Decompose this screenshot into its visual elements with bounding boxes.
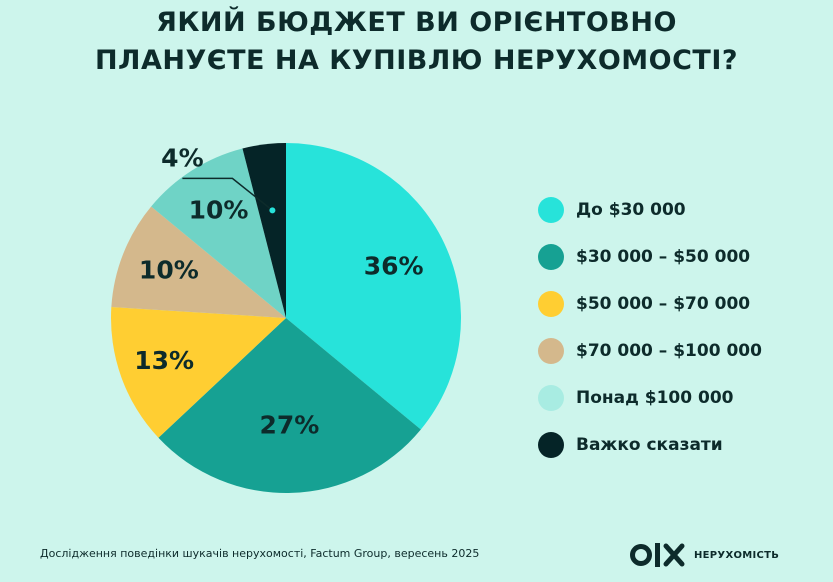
legend-swatch bbox=[538, 290, 564, 317]
legend-item: Понад $100 000 bbox=[538, 374, 762, 421]
slice-label: 27% bbox=[259, 410, 319, 439]
legend-item: До $30 000 bbox=[538, 186, 762, 233]
legend-item: Важко сказати bbox=[538, 421, 762, 468]
title-line-1: ЯКИЙ БЮДЖЕТ ВИ ОРІЄНТОВНО bbox=[156, 7, 677, 38]
legend-swatch bbox=[538, 384, 564, 411]
slice-label: 4% bbox=[161, 143, 203, 172]
legend-label: $50 000 – $70 000 bbox=[576, 293, 751, 314]
olx-logo-icon bbox=[630, 543, 685, 567]
slice-label: 36% bbox=[364, 251, 424, 280]
slice-label: 10% bbox=[139, 256, 199, 285]
legend-swatch bbox=[538, 431, 564, 458]
slice-label: 10% bbox=[189, 196, 249, 225]
slice-label: 13% bbox=[134, 346, 194, 375]
legend-label: $30 000 – $50 000 bbox=[576, 246, 751, 267]
pie-slice bbox=[286, 143, 461, 430]
legend: До $30 000 $30 000 – $50 000 $50 000 – $… bbox=[538, 186, 762, 468]
leader-dot bbox=[269, 207, 276, 214]
brand-name: НЕРУХОМІСТЬ bbox=[694, 549, 780, 561]
legend-label: $70 000 – $100 000 bbox=[576, 340, 762, 361]
legend-swatch bbox=[538, 243, 564, 270]
source-note: Дослідження поведінки шукачів нерухомост… bbox=[40, 547, 480, 560]
brand: НЕРУХОМІСТЬ bbox=[630, 540, 779, 570]
pie-slice bbox=[158, 318, 421, 494]
legend-swatch bbox=[538, 337, 564, 364]
leader-line bbox=[182, 177, 273, 211]
chart-title: ЯКИЙ БЮДЖЕТ ВИ ОРІЄНТОВНО ПЛАНУЄТЕ НА КУ… bbox=[0, 4, 833, 80]
pie-slice bbox=[111, 206, 286, 318]
pie-slice bbox=[242, 143, 286, 318]
legend-label: Понад $100 000 bbox=[576, 387, 734, 408]
title-line-2: ПЛАНУЄТЕ НА КУПІВЛЮ НЕРУХОМОСТІ? bbox=[94, 45, 739, 76]
pie-slice bbox=[151, 148, 286, 318]
pie-slice bbox=[110, 307, 286, 438]
legend-swatch bbox=[538, 196, 564, 223]
legend-item: $70 000 – $100 000 bbox=[538, 327, 762, 374]
legend-label: До $30 000 bbox=[576, 199, 686, 220]
legend-label: Важко сказати bbox=[576, 434, 723, 455]
legend-item: $30 000 – $50 000 bbox=[538, 233, 762, 280]
legend-item: $50 000 – $70 000 bbox=[538, 280, 762, 327]
